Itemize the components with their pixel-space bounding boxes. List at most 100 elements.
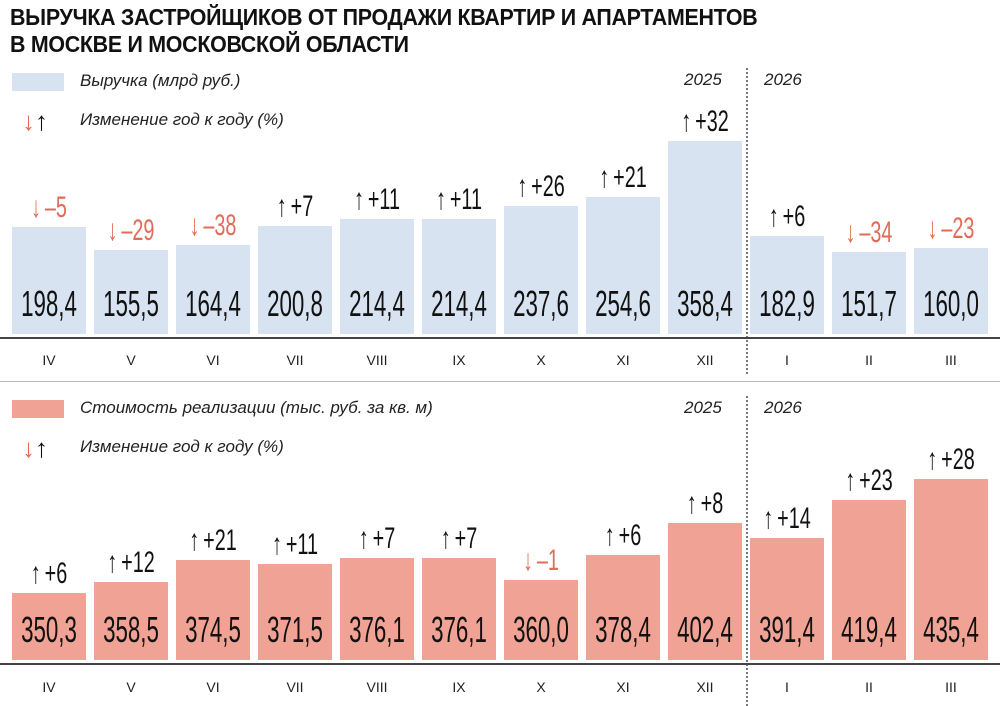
bar xyxy=(258,564,332,660)
bar-value-label: 402,4 xyxy=(677,609,733,650)
yoy-change-value: +8 xyxy=(700,487,724,521)
arrow-down-icon: ↓ xyxy=(189,209,200,243)
bar-value-label: 200,8 xyxy=(267,283,323,324)
bar-value-label: 376,1 xyxy=(431,609,487,650)
yoy-change-value: +12 xyxy=(121,545,155,579)
x-tick-label: I xyxy=(785,679,789,695)
yoy-change-value: +7 xyxy=(372,522,396,556)
year-label-2025-b: 2025 xyxy=(684,398,722,417)
yoy-change-label: ↑ +23 xyxy=(838,466,900,496)
arrow-up-icon: ↑ xyxy=(768,199,779,233)
bar-value-label: 214,4 xyxy=(431,283,487,324)
legend-change: Изменение год к году (%) xyxy=(80,110,284,129)
bar-value-label: 435,4 xyxy=(923,609,979,650)
bar xyxy=(422,218,496,334)
yoy-change-value: +28 xyxy=(941,443,975,476)
yoy-change-label: ↑ +11 xyxy=(264,530,326,560)
bar xyxy=(94,250,168,334)
x-tick-label: X xyxy=(536,352,546,368)
yoy-change-value: +32 xyxy=(695,105,729,138)
bar-value-label: 376,1 xyxy=(349,609,405,650)
yoy-change-label: ↓ –38 xyxy=(182,211,244,241)
arrow-down-icon: ↓ xyxy=(927,211,938,245)
yoy-change-value: +6 xyxy=(44,556,68,590)
x-tick-label: II xyxy=(865,679,873,695)
yoy-change-value: –5 xyxy=(44,191,67,225)
yoy-change-label: ↑ +7 xyxy=(264,191,326,222)
bar-value-label: 155,5 xyxy=(103,283,159,324)
x-tick-label: X xyxy=(536,679,546,695)
arrow-up-icon: ↑ xyxy=(35,433,48,463)
bar xyxy=(94,581,168,660)
chart-title-line-1: ВЫРУЧКА ЗАСТРОЙЩИКОВ ОТ ПРОДАЖИ КВАРТИР … xyxy=(10,4,758,30)
bar-value-label: 374,5 xyxy=(185,609,241,650)
yoy-change-value: –23 xyxy=(941,211,975,245)
bar xyxy=(504,579,578,660)
bar xyxy=(832,252,906,334)
bar-value-label: 378,4 xyxy=(595,609,651,650)
yoy-change-label: ↓ –1 xyxy=(510,543,572,577)
year-divider-2 xyxy=(746,396,748,706)
bar-value-label: 237,6 xyxy=(513,283,569,324)
arrow-down-icon: ↓ xyxy=(845,216,856,250)
x-tick-label: II xyxy=(865,352,873,368)
bar xyxy=(422,558,496,660)
arrow-up-icon: ↑ xyxy=(107,545,118,579)
section-separator xyxy=(0,381,1000,382)
arrow-up-icon: ↑ xyxy=(358,522,369,556)
bar xyxy=(832,500,906,660)
yoy-change-value: +11 xyxy=(449,182,482,216)
bar xyxy=(750,235,824,334)
yoy-change-value: +7 xyxy=(454,522,478,556)
arrow-up-icon: ↑ xyxy=(845,464,856,498)
bar-value-label: 358,5 xyxy=(103,609,159,650)
arrow-up-icon: ↑ xyxy=(927,443,938,476)
x-tick-label: I xyxy=(785,352,789,368)
yoy-change-label: ↓ –29 xyxy=(100,216,162,246)
arrow-up-icon: ↑ xyxy=(354,182,364,216)
arrow-up-icon: ↑ xyxy=(440,522,451,556)
arrow-up-icon: ↑ xyxy=(517,170,528,204)
yoy-change-label: ↓ –34 xyxy=(838,218,900,248)
x-tick-label: XI xyxy=(616,679,630,695)
x-tick-label: IV xyxy=(42,352,56,368)
bar xyxy=(586,196,660,334)
arrow-down-icon: ↓ xyxy=(22,106,35,136)
chart-title-line-2: В МОСКВЕ И МОСКОВСКОЙ ОБЛАСТИ xyxy=(10,31,409,57)
legend-revenue: Выручка (млрд руб.) xyxy=(80,71,241,90)
bar xyxy=(12,227,86,334)
yoy-change-value: +6 xyxy=(782,199,806,233)
x-axis-bottom xyxy=(0,663,1000,665)
legend-price: Стоимость реализации (тыс. руб. за кв. м… xyxy=(80,398,433,417)
legend-arrows-icon: ↓↑ xyxy=(22,108,48,134)
bar xyxy=(668,523,742,660)
arrow-up-icon: ↑ xyxy=(189,524,200,558)
legend-swatch-price xyxy=(12,400,64,418)
yoy-change-value: –1 xyxy=(536,543,559,577)
bar xyxy=(176,245,250,334)
bar-value-label: 214,4 xyxy=(349,283,405,324)
bar xyxy=(12,592,86,660)
x-tick-label: IX xyxy=(452,679,466,695)
bar xyxy=(914,479,988,660)
year-label-2026: 2026 xyxy=(764,70,802,89)
yoy-change-label: ↑ +21 xyxy=(182,526,244,556)
yoy-change-value: +11 xyxy=(285,528,318,562)
x-tick-label: VII xyxy=(286,352,304,368)
yoy-change-label: ↑ +28 xyxy=(920,445,982,475)
yoy-change-label: ↑ +11 xyxy=(346,182,408,216)
x-tick-label: V xyxy=(126,352,136,368)
yoy-change-label: ↑ +7 xyxy=(428,524,490,554)
yoy-change-value: –34 xyxy=(859,216,893,250)
yoy-change-value: +6 xyxy=(618,519,642,553)
yoy-change-label: ↓ –23 xyxy=(920,211,982,245)
yoy-change-label: ↑ +21 xyxy=(592,162,654,193)
x-tick-label: VI xyxy=(206,679,220,695)
bar xyxy=(750,537,824,660)
yoy-change-label: ↓ –5 xyxy=(18,193,80,223)
legend-swatch-revenue xyxy=(12,73,64,91)
arrow-up-icon: ↑ xyxy=(35,106,48,136)
legend-arrows-icon-2: ↓↑ xyxy=(22,435,48,461)
arrow-up-icon: ↑ xyxy=(436,182,446,216)
